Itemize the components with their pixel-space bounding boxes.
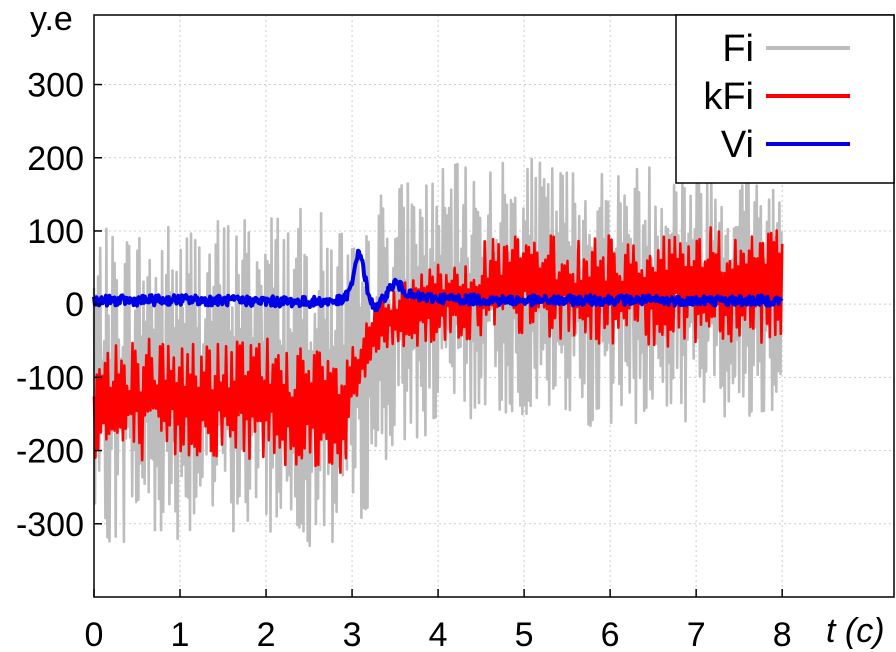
x-tick-label: 5: [515, 616, 534, 652]
series-line-vi: [92, 248, 784, 313]
y-tick-label: 0: [65, 286, 84, 324]
y-tick-label: -200: [16, 433, 84, 471]
tick-marks: [93, 83, 783, 597]
x-tick-label: 2: [257, 616, 276, 652]
y-tick-label: 100: [27, 213, 84, 251]
x-tick-label: 1: [171, 616, 190, 652]
series-line-kfi: [92, 226, 784, 474]
y-tick-label: -300: [16, 506, 84, 544]
x-tick-label: 8: [773, 616, 792, 652]
plot-frame: [93, 14, 895, 598]
legend-label-vi: Vi: [721, 124, 754, 166]
x-tick-label: 3: [343, 616, 362, 652]
y-tick-label: 300: [27, 67, 84, 105]
x-tick-label: 7: [687, 616, 706, 652]
tick-labels: 0 1 2 3 4 5 6 7 8 300 200 100 0 -100 -200 -300: [16, 67, 792, 652]
x-axis-label: t (c): [826, 612, 885, 650]
x-tick-label: 6: [601, 616, 620, 652]
legend-label-kfi: kFi: [703, 76, 754, 118]
legend: Fi kFi Vi: [675, 14, 895, 184]
legend-label-fi: Fi: [722, 28, 754, 70]
y-axis-label: y.e: [30, 0, 73, 38]
legend-entries: Fi kFi Vi: [703, 28, 850, 166]
y-tick-label: -100: [16, 359, 84, 397]
series-layer: [92, 154, 784, 548]
legend-box: [675, 14, 895, 184]
x-tick-label: 0: [85, 616, 104, 652]
y-tick-label: 200: [27, 140, 84, 178]
x-tick-label: 4: [429, 616, 448, 652]
